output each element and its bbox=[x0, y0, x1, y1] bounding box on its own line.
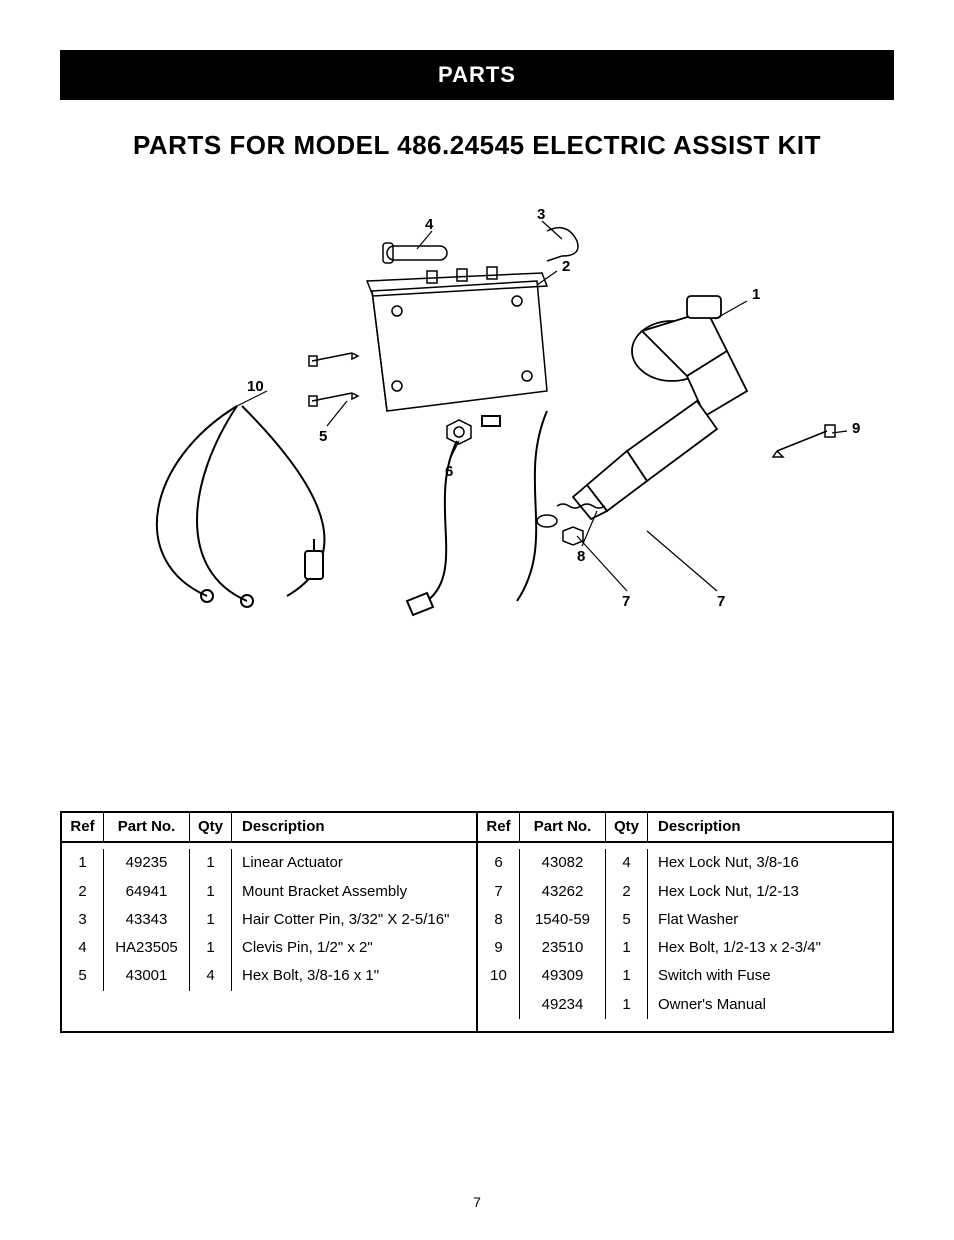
cell-qty: 2 bbox=[606, 878, 648, 906]
cell-qty: 1 bbox=[606, 934, 648, 962]
col-qty-header: Qty bbox=[190, 813, 232, 841]
col-desc-header: Description bbox=[648, 813, 892, 841]
page-title: PARTS FOR MODEL 486.24545 ELECTRIC ASSIS… bbox=[60, 130, 894, 161]
col-ref-header: Ref bbox=[62, 813, 104, 841]
cell-ref: 9 bbox=[478, 934, 520, 962]
callout-2: 2 bbox=[562, 258, 570, 275]
table-row: 4HA235051Clevis Pin, 1/2" x 2" bbox=[62, 934, 476, 962]
cell-qty: 1 bbox=[606, 991, 648, 1019]
cell-qty: 4 bbox=[190, 962, 232, 990]
callout-7a: 7 bbox=[622, 593, 630, 610]
cell-ref: 2 bbox=[62, 878, 104, 906]
cell-part: 43343 bbox=[104, 906, 190, 934]
table-row: 5430014Hex Bolt, 3/8-16 x 1" bbox=[62, 962, 476, 990]
cell-desc: Owner's Manual bbox=[648, 991, 892, 1019]
callout-6: 6 bbox=[445, 463, 453, 480]
cell-ref: 4 bbox=[62, 934, 104, 962]
cell-qty: 1 bbox=[190, 934, 232, 962]
cell-desc: Clevis Pin, 1/2" x 2" bbox=[232, 934, 476, 962]
cell-ref: 10 bbox=[478, 962, 520, 990]
cell-desc: Hex Lock Nut, 3/8-16 bbox=[648, 849, 892, 877]
col-qty-header: Qty bbox=[606, 813, 648, 841]
cell-desc: Hex Lock Nut, 1/2-13 bbox=[648, 878, 892, 906]
table-row: 2649411Mount Bracket Assembly bbox=[62, 878, 476, 906]
parts-table: Ref Part No. Qty Description 1492351Line… bbox=[60, 811, 894, 1033]
cell-ref: 5 bbox=[62, 962, 104, 990]
table-row: 6430824Hex Lock Nut, 3/8-16 bbox=[478, 849, 892, 877]
cell-qty: 1 bbox=[190, 849, 232, 877]
cell-part: 49234 bbox=[520, 991, 606, 1019]
cell-desc: Hex Bolt, 1/2-13 x 2-3/4" bbox=[648, 934, 892, 962]
col-part-header: Part No. bbox=[520, 813, 606, 841]
cell-desc: Switch with Fuse bbox=[648, 962, 892, 990]
table-row: 492341Owner's Manual bbox=[478, 991, 892, 1019]
cell-part: 43001 bbox=[104, 962, 190, 990]
callout-9: 9 bbox=[852, 420, 860, 437]
cell-qty: 1 bbox=[190, 906, 232, 934]
cell-part: 43262 bbox=[520, 878, 606, 906]
table-row: 10493091Switch with Fuse bbox=[478, 962, 892, 990]
table-header-row: Ref Part No. Qty Description bbox=[478, 813, 892, 843]
callout-5: 5 bbox=[319, 428, 327, 445]
cell-qty: 5 bbox=[606, 906, 648, 934]
col-part-header: Part No. bbox=[104, 813, 190, 841]
table-row: 9235101Hex Bolt, 1/2-13 x 2-3/4" bbox=[478, 934, 892, 962]
table-row: 1492351Linear Actuator bbox=[62, 849, 476, 877]
cell-ref: 8 bbox=[478, 906, 520, 934]
cell-part: 1540-59 bbox=[520, 906, 606, 934]
cell-qty: 1 bbox=[190, 878, 232, 906]
cell-ref: 6 bbox=[478, 849, 520, 877]
parts-table-left: Ref Part No. Qty Description 1492351Line… bbox=[62, 813, 476, 1031]
page-number: 7 bbox=[0, 1194, 954, 1210]
cell-part: 64941 bbox=[104, 878, 190, 906]
callout-7b: 7 bbox=[717, 593, 725, 610]
cell-part: 49309 bbox=[520, 962, 606, 990]
cell-desc: Linear Actuator bbox=[232, 849, 476, 877]
cell-part: 49235 bbox=[104, 849, 190, 877]
cell-ref: 1 bbox=[62, 849, 104, 877]
parts-table-right: Ref Part No. Qty Description 6430824Hex … bbox=[476, 813, 892, 1031]
cell-part: 43082 bbox=[520, 849, 606, 877]
table-row: 3433431Hair Cotter Pin, 3/32" X 2-5/16" bbox=[62, 906, 476, 934]
cell-desc: Hair Cotter Pin, 3/32" X 2-5/16" bbox=[232, 906, 476, 934]
col-desc-header: Description bbox=[232, 813, 476, 841]
cell-ref bbox=[478, 991, 520, 1019]
cell-desc: Mount Bracket Assembly bbox=[232, 878, 476, 906]
cell-part: HA23505 bbox=[104, 934, 190, 962]
cell-desc: Hex Bolt, 3/8-16 x 1" bbox=[232, 962, 476, 990]
cell-part: 23510 bbox=[520, 934, 606, 962]
callout-8: 8 bbox=[577, 548, 585, 565]
callout-1: 1 bbox=[752, 286, 760, 303]
callout-4: 4 bbox=[425, 216, 434, 233]
callout-3: 3 bbox=[537, 206, 545, 223]
table-header-row: Ref Part No. Qty Description bbox=[62, 813, 476, 843]
parts-diagram-svg: 3 4 2 1 10 5 6 7 7 8 9 bbox=[87, 201, 867, 631]
col-ref-header: Ref bbox=[478, 813, 520, 841]
cell-desc: Flat Washer bbox=[648, 906, 892, 934]
exploded-diagram: 3 4 2 1 10 5 6 7 7 8 9 bbox=[60, 201, 894, 631]
cell-ref: 3 bbox=[62, 906, 104, 934]
table-row: 7432622Hex Lock Nut, 1/2-13 bbox=[478, 878, 892, 906]
cell-ref: 7 bbox=[478, 878, 520, 906]
cell-qty: 1 bbox=[606, 962, 648, 990]
cell-qty: 4 bbox=[606, 849, 648, 877]
section-banner: PARTS bbox=[60, 50, 894, 100]
callout-10: 10 bbox=[247, 378, 264, 395]
table-row: 81540-595Flat Washer bbox=[478, 906, 892, 934]
